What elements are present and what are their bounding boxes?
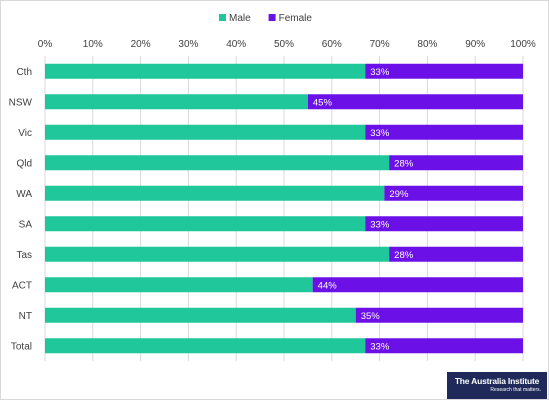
x-tick-label: 80% bbox=[417, 39, 437, 50]
data-label-female: 33% bbox=[370, 219, 390, 230]
x-tick-label: 60% bbox=[322, 39, 342, 50]
bar-male bbox=[45, 63, 366, 79]
bar-female bbox=[384, 185, 523, 201]
y-category-label: Qld bbox=[16, 158, 32, 169]
legend-label-female: Female bbox=[279, 13, 313, 24]
data-label-female: 28% bbox=[394, 158, 414, 169]
logo-text: The Australia Institute bbox=[454, 376, 540, 386]
data-label-female: 33% bbox=[370, 128, 390, 139]
x-tick-label: 10% bbox=[83, 39, 103, 50]
bar-male bbox=[45, 94, 308, 110]
y-category-label: ACT bbox=[12, 280, 32, 291]
x-tick-label: 40% bbox=[226, 39, 246, 50]
x-tick-label: 90% bbox=[465, 39, 485, 50]
x-tick-label: 70% bbox=[370, 39, 390, 50]
bar-female bbox=[365, 63, 523, 79]
legend-label-male: Male bbox=[229, 13, 251, 24]
bar-female bbox=[365, 124, 523, 140]
data-label-female: 45% bbox=[313, 97, 333, 108]
bar-male bbox=[45, 216, 366, 232]
logo-tagline: Research that matters. bbox=[490, 387, 541, 393]
bar-female bbox=[307, 94, 523, 110]
x-tick-label: 20% bbox=[131, 39, 151, 50]
bar-male bbox=[45, 185, 385, 201]
y-category-label: NSW bbox=[9, 97, 33, 108]
australia-institute-logo: The Australia Institute Research that ma… bbox=[447, 372, 547, 399]
y-category-label: NT bbox=[19, 311, 32, 322]
bar-female bbox=[389, 246, 523, 262]
bar-male bbox=[45, 277, 313, 293]
data-label-female: 28% bbox=[394, 250, 414, 261]
bar-male bbox=[45, 155, 390, 171]
data-label-female: 35% bbox=[361, 311, 381, 322]
bar-male bbox=[45, 307, 356, 323]
bar-female bbox=[312, 277, 523, 293]
y-category-label: Total bbox=[11, 341, 32, 352]
bar-female bbox=[365, 338, 523, 354]
y-category-label: SA bbox=[19, 219, 33, 230]
data-label-female: 29% bbox=[389, 189, 409, 200]
bar-male bbox=[45, 338, 366, 354]
data-label-female: 33% bbox=[370, 341, 390, 352]
bar-male bbox=[45, 124, 366, 140]
y-category-label: Vic bbox=[18, 128, 32, 139]
x-tick-label: 100% bbox=[510, 39, 536, 50]
x-tick-label: 30% bbox=[178, 39, 198, 50]
y-category-label: Tas bbox=[16, 250, 32, 261]
legend-swatch-male bbox=[219, 14, 226, 21]
legend-swatch-female bbox=[268, 14, 276, 21]
data-label-female: 33% bbox=[370, 67, 390, 78]
bar-female bbox=[365, 216, 523, 232]
bar-female bbox=[355, 307, 523, 323]
x-tick-label: 50% bbox=[274, 39, 294, 50]
bar-male bbox=[45, 246, 390, 262]
x-tick-label: 0% bbox=[38, 39, 53, 50]
bar-female bbox=[389, 155, 523, 171]
y-category-label: WA bbox=[16, 189, 32, 200]
y-category-label: Cth bbox=[16, 67, 32, 78]
data-label-female: 44% bbox=[318, 280, 338, 291]
